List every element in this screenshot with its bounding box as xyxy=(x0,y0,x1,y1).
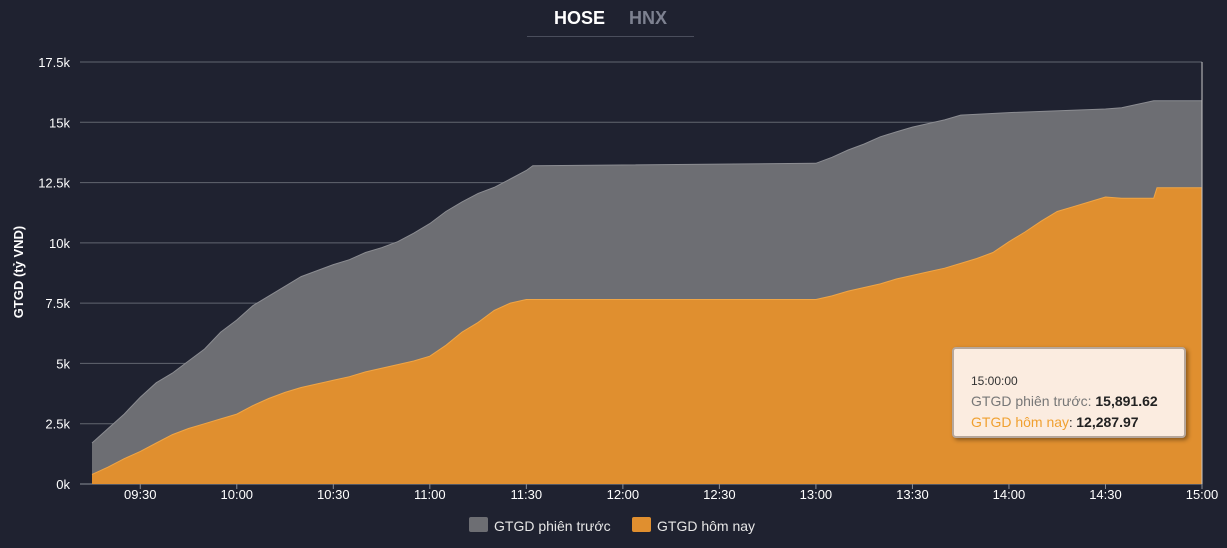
legend-swatch-today xyxy=(632,517,651,532)
y-tick-label: 12.5k xyxy=(38,176,70,191)
tooltip-today-value: 12,287.97 xyxy=(1076,414,1139,430)
x-tick-label: 13:00 xyxy=(800,487,833,502)
x-tick-label: 11:00 xyxy=(414,487,446,502)
legend-label-today: GTGD hôm nay xyxy=(657,518,755,534)
x-tick-label: 11:30 xyxy=(511,487,543,502)
tooltip-today-label: GTGD hôm nay xyxy=(971,414,1070,430)
y-tick-label: 7.5k xyxy=(45,296,70,311)
y-tick-label: 17.5k xyxy=(38,55,70,70)
tooltip-today-row: GTGD hôm nay: 12,287.97 xyxy=(971,414,1139,430)
tab-hose[interactable]: HOSE xyxy=(553,7,605,28)
legend-item-prev[interactable]: GTGD phiên trước xyxy=(469,517,611,534)
x-tick-label: 14:30 xyxy=(1089,487,1122,502)
legend-swatch-prev xyxy=(469,517,488,532)
x-tick-label: 09:30 xyxy=(124,487,157,502)
x-tick-label: 10:00 xyxy=(221,487,254,502)
tooltip-prev-value: 15,891.62 xyxy=(1095,393,1158,409)
x-tick-label: 12:00 xyxy=(607,487,640,502)
y-tick-label: 15k xyxy=(49,115,70,130)
y-axis-ticks: 0k 2.5k 5k 7.5k 10k 12.5k 15k 17.5k xyxy=(38,55,70,492)
area-today-line xyxy=(91,187,1202,475)
x-tick-label: 12:30 xyxy=(703,487,736,502)
x-tick-label: 14:00 xyxy=(993,487,1026,502)
area-today xyxy=(92,187,1202,484)
y-tick-label: 2.5k xyxy=(45,417,70,432)
legend: GTGD phiên trước GTGD hôm nay xyxy=(469,517,755,534)
y-axis-title: GTGD (tỷ VND) xyxy=(11,226,26,318)
y-tick-label: 0k xyxy=(56,477,70,492)
tooltip-prev-row: GTGD phiên trước: 15,891.62 xyxy=(971,393,1158,409)
tooltip: 15:00:00 GTGD phiên trước: 15,891.62 GTG… xyxy=(952,347,1186,438)
legend-item-today[interactable]: GTGD hôm nay xyxy=(632,517,755,534)
x-tick-label: 13:30 xyxy=(896,487,929,502)
series-areas xyxy=(91,100,1202,485)
tab-hnx[interactable]: HNX xyxy=(629,7,668,28)
x-tick-label: 15:00 xyxy=(1186,487,1219,502)
y-tick-label: 5k xyxy=(56,356,70,371)
area-prev-session-line xyxy=(91,100,1202,444)
legend-label-prev: GTGD phiên trước xyxy=(494,518,611,534)
x-axis-ticks: 09:30 10:00 10:30 11:00 11:30 12:00 12:30 13:00… xyxy=(124,484,1218,502)
tooltip-time: 15:00:00 xyxy=(971,374,1018,388)
y-tick-label: 10k xyxy=(49,236,70,251)
x-tick-label: 10:30 xyxy=(317,487,350,502)
exchange-tabs: HOSE HNX xyxy=(527,0,694,37)
tooltip-prev-label: GTGD phiên trước xyxy=(971,393,1088,409)
